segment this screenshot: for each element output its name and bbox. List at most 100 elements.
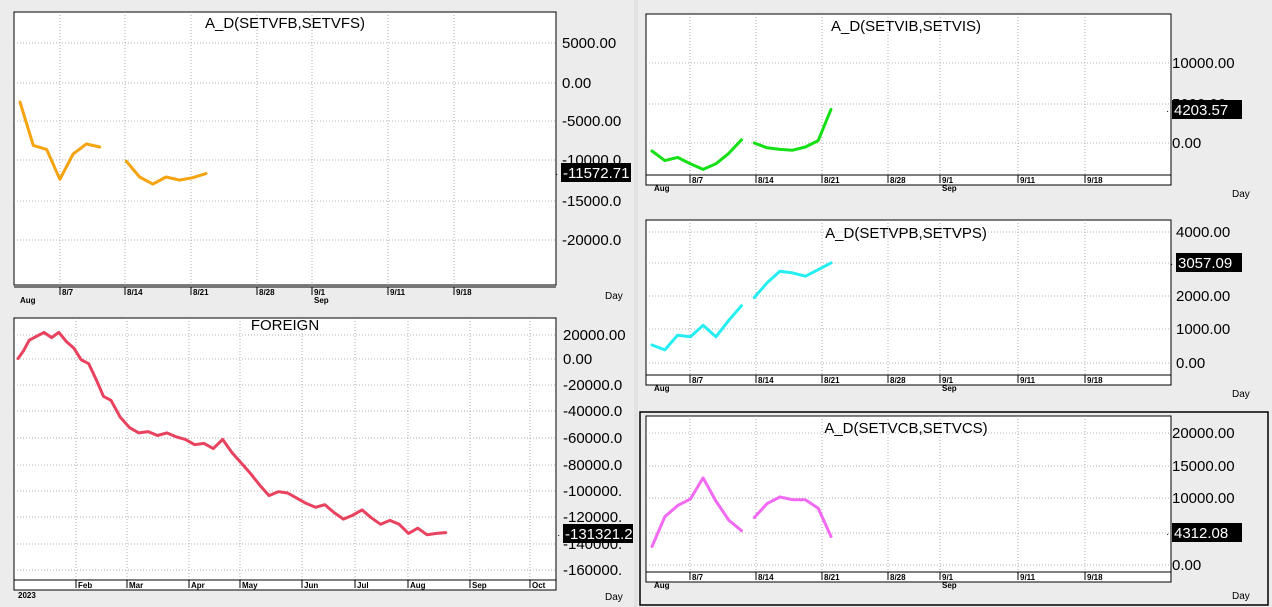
last-value-label: 4312.08 (1174, 525, 1228, 542)
x-tick-label: 9/11 (1020, 573, 1036, 582)
x-tick-label: 8/21 (193, 288, 209, 297)
x-tick-label: 8/14 (758, 573, 774, 582)
x-tick-label: Sep (472, 581, 487, 590)
y-tick-label: 0.00 (1172, 557, 1201, 574)
chart-panel-setvi[interactable]: A_D(SETVIB,SETVIS)10000.005000.000.008/7… (638, 0, 1272, 210)
chart-title: A_D(SETVFB,SETVFS) (205, 15, 365, 32)
y-tick-label: 0.00 (562, 75, 591, 92)
x-tick-label: 9/18 (1087, 176, 1103, 185)
y-tick-label: 1000.00 (1176, 321, 1230, 338)
x-tick-label: May (242, 581, 258, 590)
chart-svg-vf: A_D(SETVFB,SETVFS)5000.000.00-5000.00-10… (13, 11, 631, 305)
x-tick-label: Mar (129, 581, 143, 590)
y-tick-label: -20000.0 (563, 377, 622, 394)
x-tick-label: 9/1 (942, 573, 954, 582)
y-tick-label: -160000. (563, 562, 622, 579)
y-tick-label: 10000.00 (1172, 55, 1235, 72)
y-tick-label: 4000.00 (1176, 224, 1230, 241)
panel-divider (634, 0, 638, 607)
x-tick-label: 8/14 (758, 376, 774, 385)
series-line-segment-1[interactable] (650, 476, 743, 548)
x-tick-label: 8/21 (824, 176, 840, 185)
x-tick-label: 8/21 (824, 376, 840, 385)
y-tick-label: -15000.0 (562, 193, 621, 210)
y-tick-label: 20000.00 (1172, 425, 1235, 442)
x-tick-label: 9/18 (1087, 376, 1103, 385)
y-tick-label: 15000.00 (1172, 458, 1235, 475)
plot-area[interactable] (645, 415, 1172, 583)
x-year-label: 2023 (18, 591, 36, 600)
x-month-label: Sep (942, 384, 957, 393)
series-line-segment-2[interactable] (124, 159, 208, 186)
y-tick-label: 5000.00 (562, 35, 616, 52)
x-unit-label: Day (1232, 389, 1250, 400)
chart-svg-foreign: FOREIGN 20000.00 0.00 -20000.0 -40000.0 -6000… (13, 317, 633, 603)
x-tick-label: Oct (532, 581, 546, 590)
y-tick-label: -60000.0 (563, 430, 622, 447)
x-tick-label: 8/14 (758, 176, 774, 185)
chart-panel-setvp[interactable]: A_D(SETVPB,SETVPS)4000.003000.002000.001… (638, 210, 1272, 410)
x-month-label: Aug (654, 384, 670, 393)
last-value-label: -11572.71 (563, 165, 629, 182)
y-tick-label: -100000. (563, 483, 622, 500)
x-tick-label: 8/14 (127, 288, 143, 297)
active-panel-frame (639, 411, 1269, 606)
chart-panel-setvc[interactable]: A_D(SETVCB,SETVCS) 20000.00 15000.00 10000.… (638, 410, 1272, 607)
plot-area[interactable] (645, 13, 1172, 186)
x-month-label: Aug (654, 184, 670, 193)
x-tick-label: 8/7 (692, 176, 704, 185)
chart-svg-vp: A_D(SETVPB,SETVPS)4000.003000.002000.001… (645, 219, 1250, 400)
plot-area[interactable] (645, 219, 1172, 386)
x-tick-label: 8/28 (259, 288, 275, 297)
x-tick-label: Jun (304, 581, 318, 590)
x-tick-label: 9/11 (390, 288, 406, 297)
y-tick-label: -40000.0 (563, 403, 622, 420)
series-line-segment-2[interactable] (752, 261, 833, 299)
y-tick-label: 0.00 (1172, 135, 1201, 152)
series-line-segment-2[interactable] (752, 495, 833, 538)
x-month-label: Sep (942, 184, 957, 193)
x-tick-label: 9/1 (314, 288, 326, 297)
x-tick-label: Aug (410, 581, 426, 590)
last-value-label: -131321.2 (565, 526, 633, 543)
last-value-marker: · (555, 169, 558, 180)
chart-panel-setvf[interactable]: A_D(SETVFB,SETVFS) 5000.00 0.00 -5000.00 -10… (0, 0, 634, 310)
last-value-box (563, 524, 633, 543)
x-tick-label: 8/7 (692, 573, 704, 582)
plot-area[interactable] (13, 11, 557, 286)
last-value-box (1172, 100, 1242, 119)
plot-area[interactable] (13, 317, 557, 591)
chart-panel-foreign[interactable]: FOREIGN 20000.00 0.00 -20000.0 -40000.0 -6000… (0, 310, 634, 607)
y-tick-label: -20000.0 (562, 232, 621, 249)
y-tick-label: 0.00 (563, 351, 592, 368)
series-line-segment-1[interactable] (16, 330, 448, 537)
x-unit-label: Day (1232, 189, 1250, 200)
x-tick-label: Feb (78, 581, 92, 590)
x-tick-label: Jul (357, 581, 369, 590)
y-tick-label: 2000.00 (1176, 288, 1230, 305)
series-line-segment-2[interactable] (752, 107, 833, 152)
x-tick-label: 8/28 (890, 573, 906, 582)
y-tick-label: -5000.00 (562, 113, 621, 130)
x-tick-label: 8/28 (890, 176, 906, 185)
x-tick-label: 9/1 (942, 176, 954, 185)
x-tick-label: 8/21 (824, 573, 840, 582)
series-line-segment-1[interactable] (650, 304, 743, 352)
x-tick-label: 8/7 (62, 288, 74, 297)
x-month-label: Sep (942, 581, 957, 590)
series-line-segment-1[interactable] (650, 138, 743, 171)
series-line-segment-1[interactable] (18, 100, 102, 181)
x-unit-label: Day (1232, 591, 1250, 602)
y-tick-label: 20000.00 (563, 327, 626, 344)
x-month-label: Aug (20, 296, 36, 305)
y-tick-label: 10000.00 (1172, 490, 1235, 507)
y-tick-label: -120000. (563, 509, 622, 526)
x-month-label: Aug (654, 581, 670, 590)
y-tick-label: 0.00 (1176, 355, 1205, 372)
last-value-marker: · (1170, 259, 1173, 270)
x-tick-label: 9/18 (456, 288, 472, 297)
x-unit-label: Day (605, 592, 623, 603)
chart-title: A_D(SETVCB,SETVCS) (824, 420, 987, 437)
x-unit-label: Day (605, 291, 623, 302)
last-value-marker: · (1166, 106, 1169, 117)
